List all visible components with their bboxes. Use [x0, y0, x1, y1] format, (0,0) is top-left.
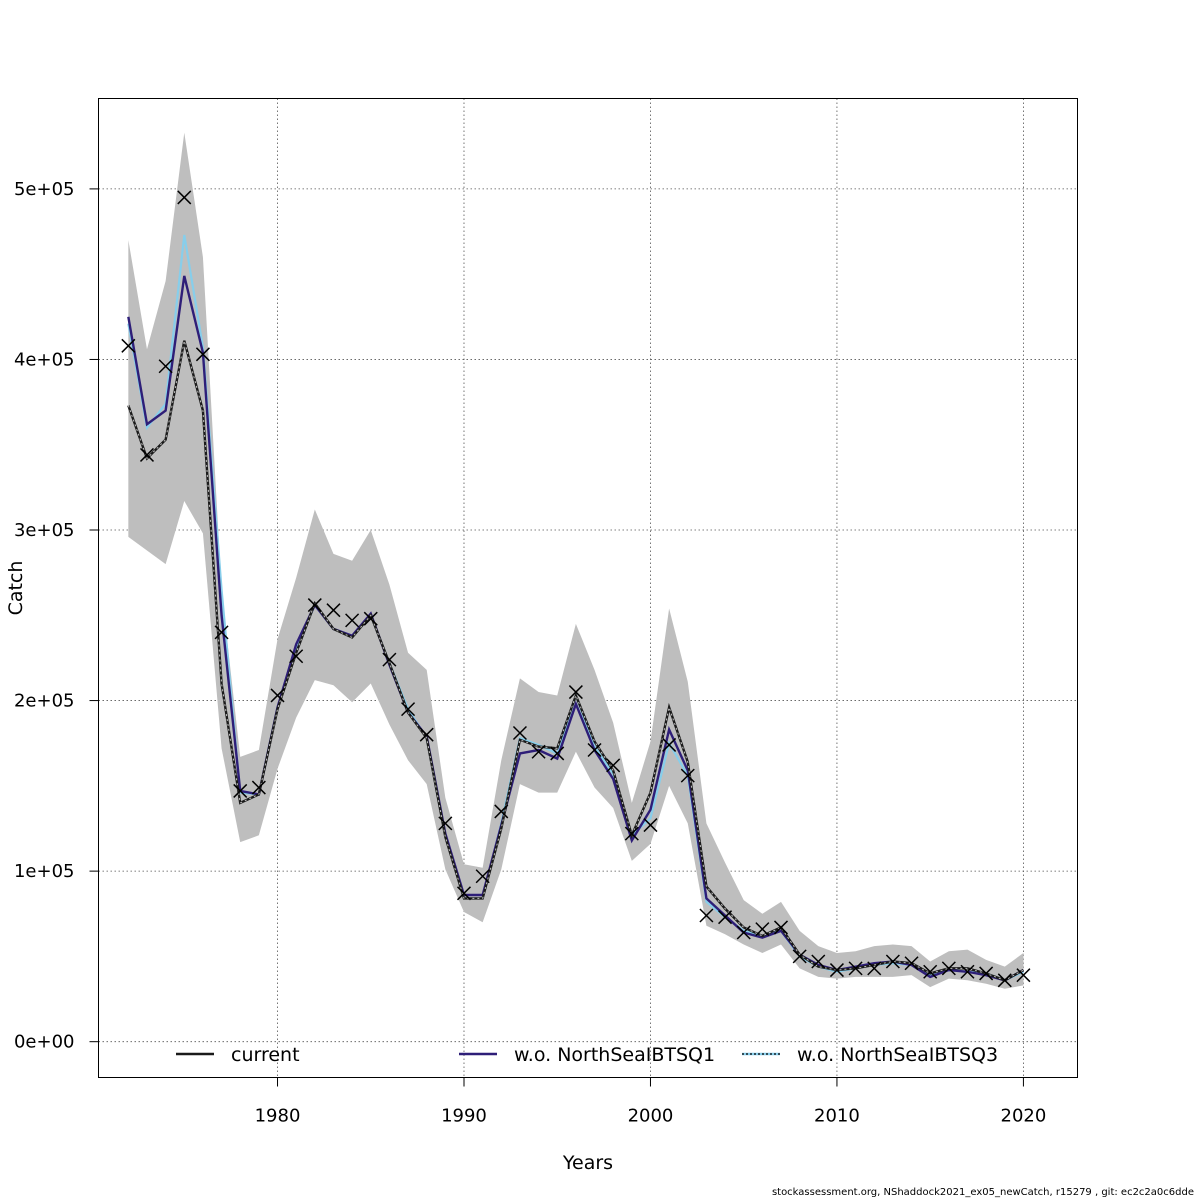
x-tick-label: 2000 — [628, 1106, 674, 1127]
legend-item-wo-q3: w.o. NorthSeaIBTSQ3 — [742, 1044, 998, 1066]
observed-point — [214, 625, 229, 640]
legend-item-current: current — [176, 1044, 300, 1066]
observed-point — [512, 725, 527, 741]
observed-point — [382, 652, 397, 667]
x-tick-label: 1990 — [441, 1106, 487, 1127]
observed-point — [363, 611, 378, 626]
confidence-band-layer — [128, 132, 1024, 989]
x-tick-label: 2020 — [1001, 1106, 1047, 1127]
observed-point — [587, 742, 602, 758]
y-tick-label: 3e+05 — [14, 520, 75, 541]
x-tick-label: 1980 — [255, 1106, 301, 1127]
footer-caption: stockassessment.org, NShaddock2021_ex05_… — [771, 1187, 1194, 1198]
observed-point — [121, 338, 136, 353]
observed-point — [195, 347, 210, 362]
observed-point — [643, 818, 658, 833]
confidence-band — [128, 132, 1024, 989]
y-tick-label: 0e+00 — [14, 1032, 75, 1053]
observed-point — [233, 783, 248, 798]
observed-point — [624, 826, 639, 841]
observed-point — [606, 758, 621, 773]
observed-point — [1016, 968, 1031, 983]
observed-point — [680, 768, 695, 783]
observed-point — [979, 966, 994, 981]
observed-point — [568, 685, 583, 700]
observed-point — [792, 949, 807, 964]
series-line-current-dotted — [127, 340, 1024, 981]
observed-point — [251, 780, 266, 795]
observed-point — [531, 744, 546, 759]
observed-point — [718, 910, 733, 925]
y-tick-label: 5e+05 — [14, 179, 75, 200]
observed-point — [904, 956, 919, 971]
legend-item-wo-q1: w.o. NorthSeaIBTSQ1 — [459, 1044, 715, 1066]
observed-point — [848, 961, 863, 976]
x-axis-label: Years — [562, 1152, 613, 1174]
observed-point — [158, 359, 173, 374]
observed-point — [829, 963, 844, 978]
legend: current w.o. NorthSeaIBTSQ1 w.o. NorthSeaI… — [176, 1044, 998, 1066]
observed-point — [289, 649, 304, 664]
observed-point — [139, 447, 155, 462]
y-tick-label: 1e+05 — [14, 861, 75, 882]
observed-point — [494, 804, 509, 819]
legend-label: current — [231, 1044, 300, 1066]
observed-point — [736, 925, 751, 940]
x-tick-label: 2010 — [814, 1106, 860, 1127]
plot-frame — [98, 98, 1078, 1078]
observed-point — [550, 746, 565, 761]
observed-point — [773, 920, 789, 935]
observed-point — [475, 869, 490, 884]
observed-point — [438, 816, 453, 831]
observed-point — [811, 954, 826, 969]
observed-point — [941, 961, 956, 976]
observed-point — [662, 737, 677, 752]
observed-point — [307, 598, 322, 613]
observed-point — [326, 603, 341, 618]
series-line-layer — [127, 234, 1024, 982]
observed-point-layer — [121, 190, 1031, 988]
observed-point — [401, 702, 416, 717]
observed-point — [960, 964, 975, 979]
y-tick-label: 4e+05 — [14, 349, 75, 370]
observed-point — [867, 961, 882, 976]
observed-point — [456, 886, 472, 901]
axis-tick-layer: 1980 1990 2000 2010 2020 0e+00 1e+05 2e+05 3e+05… — [14, 179, 1046, 1127]
legend-label: w.o. NorthSeaIBTSQ1 — [514, 1044, 715, 1066]
observed-point — [997, 973, 1012, 988]
observed-point — [755, 922, 770, 937]
y-tick-label: 2e+05 — [14, 691, 75, 712]
observed-point — [345, 613, 360, 628]
observed-point — [177, 190, 192, 205]
observed-point — [885, 954, 900, 969]
y-axis-label: Catch — [5, 561, 27, 616]
observed-point — [923, 964, 938, 979]
observed-point — [270, 688, 285, 703]
legend-label: w.o. NorthSeaIBTSQ3 — [797, 1044, 998, 1066]
observed-point — [419, 727, 434, 742]
observed-point — [699, 908, 714, 923]
